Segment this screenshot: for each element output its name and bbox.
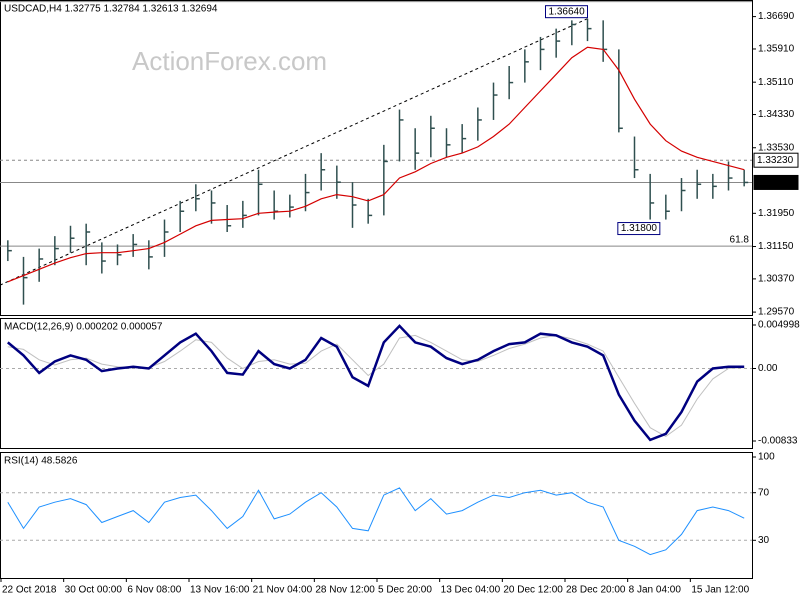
y-tick-label: 30 xyxy=(758,535,770,546)
x-tick-label: 21 Nov 04:00 xyxy=(253,585,313,596)
x-tick-label: 15 Jan 12:00 xyxy=(691,585,749,596)
price-tag xyxy=(753,174,799,190)
x-tick-label: 28 Nov 12:00 xyxy=(315,585,375,596)
x-tick-label: 28 Dec 20:00 xyxy=(566,585,626,596)
y-tick-label: 1.30370 xyxy=(758,274,795,285)
y-tick-label: 70 xyxy=(758,487,770,498)
y-tick-label: 0.004998 xyxy=(758,320,800,331)
price-tag xyxy=(753,152,799,168)
y-tick-label: -0.00833 xyxy=(758,436,798,447)
x-tick-label: 13 Dec 04:00 xyxy=(441,585,501,596)
x-tick-label: 30 Oct 00:00 xyxy=(65,585,123,596)
y-tick-label: 1.35910 xyxy=(758,44,795,55)
price-tag-label: 1.32694 xyxy=(757,177,794,188)
price-tag-label: 1.33230 xyxy=(757,155,794,166)
y-tick-label: 1.29570 xyxy=(758,307,795,318)
panel-title: MACD(12,26,9) 0.000202 0.000057 xyxy=(4,322,163,333)
indicator-line xyxy=(7,46,745,283)
annotation-label: 1.36640 xyxy=(549,6,586,17)
y-tick-label: 1.31150 xyxy=(758,241,794,252)
panel-title: RSI(14) 48.5826 xyxy=(4,456,78,467)
panel-frame xyxy=(0,318,753,449)
annotation-label: 1.31800 xyxy=(621,223,658,234)
level-label: 61.8 xyxy=(730,235,750,246)
x-tick-label: 8 Jan 04:00 xyxy=(629,585,682,596)
x-tick-label: 22 Oct 2018 xyxy=(2,585,57,596)
y-tick-label: 1.34330 xyxy=(758,109,795,120)
panel-title: USDCAD,H4 1.32775 1.32784 1.32613 1.3269… xyxy=(4,4,218,15)
x-tick-label: 13 Nov 16:00 xyxy=(190,585,250,596)
x-tick-label: 6 Nov 08:00 xyxy=(127,585,181,596)
y-tick-label: 0.00 xyxy=(758,363,778,374)
indicator-line xyxy=(7,487,745,556)
level-label: 61.8 xyxy=(730,0,750,1)
y-tick-label: 100 xyxy=(758,452,775,463)
y-tick-label: 1.35110 xyxy=(758,77,794,88)
watermark: ActionForex.com xyxy=(132,46,327,76)
y-tick-label: 1.36690 xyxy=(758,11,795,22)
annotation-box xyxy=(617,222,661,236)
annotation-box xyxy=(545,5,588,19)
x-tick-label: 5 Dec 20:00 xyxy=(378,585,432,596)
x-tick-label: 20 Dec 12:00 xyxy=(503,585,563,596)
indicator-line xyxy=(7,324,745,442)
panel-frame xyxy=(0,0,753,316)
y-tick-label: 1.33530 xyxy=(758,142,795,153)
y-tick-label: 1.31950 xyxy=(758,208,795,219)
